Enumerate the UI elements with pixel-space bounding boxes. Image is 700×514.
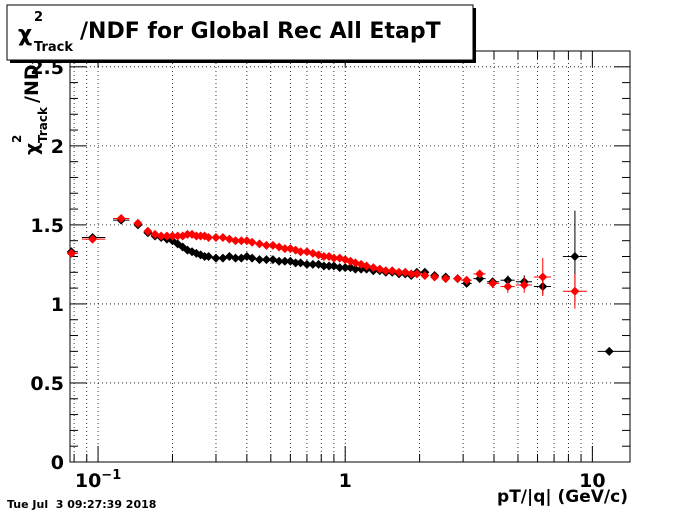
y-tick-label: 1.5 — [30, 215, 64, 237]
data-point — [231, 236, 241, 246]
y-tick-label: 0.5 — [30, 373, 64, 395]
data-point — [88, 234, 98, 244]
data-point — [368, 263, 378, 273]
series-layer — [66, 210, 623, 356]
data-point — [268, 255, 278, 265]
chart-title-rest: /NDF for Global Rec All EtapT — [80, 19, 441, 44]
data-point — [247, 253, 257, 263]
chart-title-superscript: 2 — [34, 10, 43, 25]
data-point — [604, 346, 614, 356]
y-axis-title-subscript: Track — [36, 106, 50, 143]
data-point — [173, 231, 183, 241]
grid — [70, 51, 630, 463]
data-point — [254, 239, 264, 249]
x-tick-label: 1 — [339, 470, 352, 492]
data-point — [236, 253, 246, 263]
x-axis: 10−1 1 10 — [73, 51, 606, 492]
data-point — [335, 263, 345, 273]
data-point — [280, 256, 290, 266]
x-tick-label: 10 — [579, 470, 605, 492]
data-point — [319, 261, 329, 271]
data-point — [211, 233, 221, 243]
data-point — [133, 218, 143, 228]
x-tick-label: 10−1 — [75, 468, 121, 492]
data-point — [191, 248, 201, 258]
data-point — [387, 266, 397, 276]
data-point — [268, 240, 278, 250]
data-point — [218, 233, 228, 243]
data-point — [254, 255, 264, 265]
data-point — [350, 264, 360, 274]
data-point — [296, 247, 306, 257]
timestamp: Tue Jul 3 09:27:39 2018 — [7, 498, 156, 511]
data-point — [280, 244, 290, 254]
data-point — [570, 286, 580, 296]
data-point — [453, 274, 463, 284]
data-point — [503, 282, 513, 292]
title-box: χ 2 Track /NDF for Global Rec All EtapT — [6, 4, 476, 63]
data-point — [412, 269, 422, 279]
data-point — [302, 259, 312, 269]
data-point — [362, 261, 372, 271]
data-point — [274, 256, 284, 266]
y-axis-title: χ 2 Track /ND — [10, 64, 50, 155]
data-point — [182, 229, 192, 239]
chart-title-subscript: Track — [34, 40, 73, 55]
data-point — [204, 233, 214, 243]
data-point — [324, 261, 334, 271]
data-point — [218, 253, 228, 263]
y-tick-label: 0 — [51, 452, 64, 474]
data-point — [150, 229, 160, 239]
y-axis-title-superscript: 2 — [10, 135, 24, 143]
data-point — [261, 240, 271, 250]
x-axis-title: pT/|q| (GeV/c) — [497, 487, 628, 507]
title-box-shadow-right — [473, 8, 476, 63]
data-point — [319, 252, 329, 261]
data-point — [296, 258, 306, 268]
data-point — [204, 252, 214, 261]
data-point — [116, 214, 126, 224]
data-point — [211, 253, 221, 263]
data-point — [308, 259, 318, 269]
data-point — [475, 274, 485, 284]
data-point — [236, 236, 246, 246]
data-point — [340, 263, 350, 273]
data-point — [519, 280, 529, 290]
data-point — [381, 266, 391, 276]
data-point — [430, 272, 440, 282]
data-point — [462, 275, 472, 285]
data-point — [167, 231, 177, 241]
data-point — [329, 253, 339, 263]
title-box-shadow-bottom — [10, 60, 476, 63]
data-point — [143, 226, 153, 236]
data-point — [231, 253, 241, 263]
y-axis-title-rest: /ND — [21, 64, 43, 103]
data-point — [162, 231, 172, 241]
data-point — [291, 258, 301, 268]
data-point — [308, 248, 318, 258]
data-point — [247, 237, 257, 247]
y-tick-label: 2 — [51, 136, 64, 158]
data-point — [441, 274, 451, 284]
data-point — [488, 278, 498, 288]
y-axis-title-symbol: χ — [21, 143, 43, 155]
y-tick-label: 1 — [51, 294, 64, 316]
data-point — [224, 252, 234, 261]
series-1 — [66, 214, 587, 309]
data-point — [406, 269, 416, 279]
data-point — [224, 234, 234, 244]
data-point — [475, 269, 485, 279]
data-point — [420, 270, 430, 280]
data-point — [394, 267, 404, 277]
data-point — [261, 255, 271, 265]
data-point — [66, 248, 76, 258]
data-point — [538, 272, 548, 282]
title-box-frame — [6, 4, 474, 61]
data-point — [156, 231, 166, 241]
chart-title-symbol: χ — [18, 22, 32, 47]
data-point — [570, 252, 580, 261]
